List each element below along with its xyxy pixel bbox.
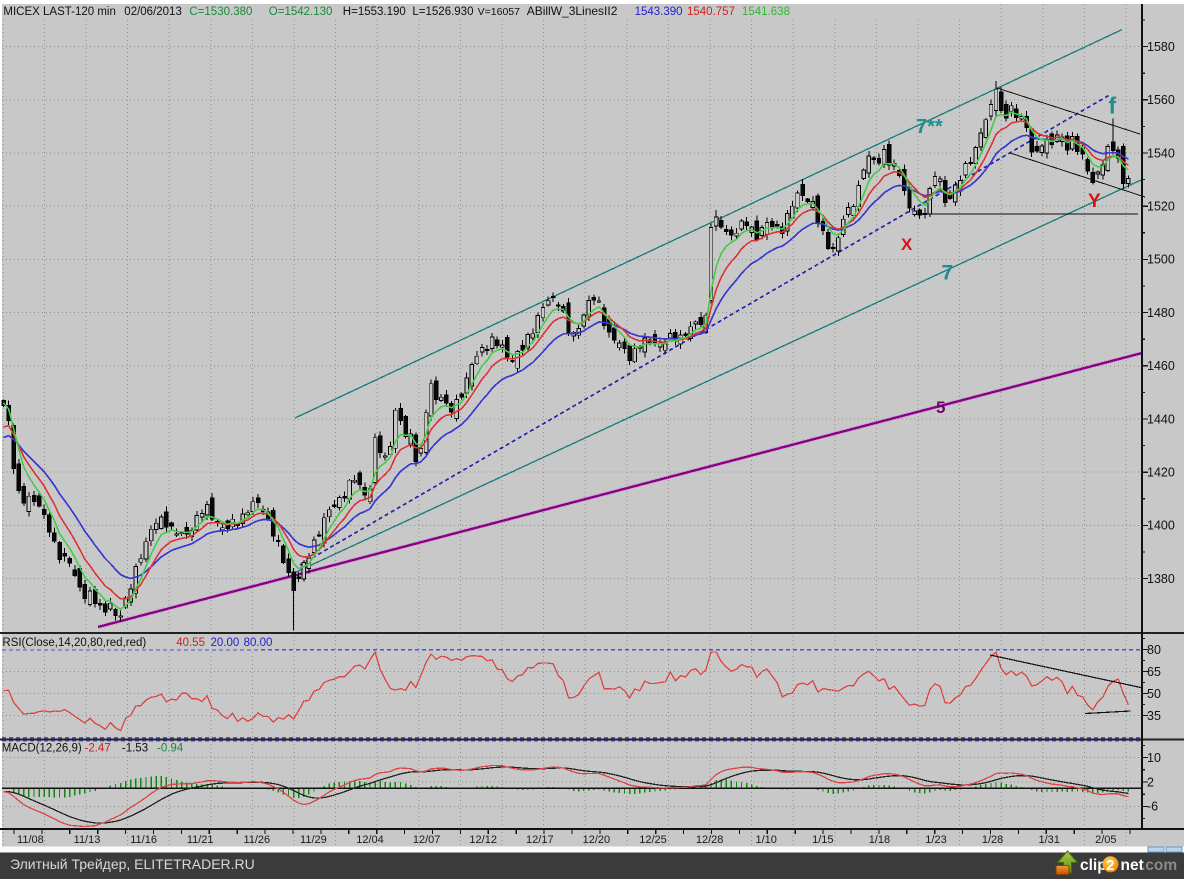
- svg-text:65: 65: [1147, 665, 1161, 679]
- svg-text:MACD(12,26,9): MACD(12,26,9): [2, 743, 82, 755]
- svg-text:-2.47: -2.47: [85, 743, 111, 755]
- svg-text:-0.94: -0.94: [157, 743, 184, 755]
- svg-text:V=16057: V=16057: [478, 6, 520, 18]
- svg-text:11/26: 11/26: [243, 834, 270, 846]
- svg-text:1/15: 1/15: [812, 834, 833, 846]
- svg-text:1543.390: 1543.390: [635, 6, 683, 18]
- svg-text:MICEX LAST-120 min: MICEX LAST-120 min: [3, 6, 115, 18]
- svg-text:f: f: [1109, 93, 1117, 119]
- svg-text:C=1530.380: C=1530.380: [189, 6, 252, 18]
- svg-text:2/05: 2/05: [1095, 834, 1116, 846]
- svg-text:ABillW_3LinesII2: ABillW_3LinesII2: [527, 4, 618, 18]
- svg-text:H=1553.190: H=1553.190: [343, 6, 406, 18]
- svg-text:Y: Y: [1088, 191, 1101, 212]
- svg-text:1/18: 1/18: [869, 834, 890, 846]
- svg-text:12/07: 12/07: [413, 834, 441, 846]
- svg-text:1540: 1540: [1147, 146, 1175, 160]
- svg-text:12/17: 12/17: [526, 834, 554, 846]
- svg-text:12/04: 12/04: [356, 834, 384, 846]
- svg-text:1/10: 1/10: [755, 834, 776, 846]
- svg-text:1420: 1420: [1147, 466, 1175, 480]
- svg-text:2: 2: [1106, 857, 1114, 874]
- svg-text:11/08: 11/08: [17, 834, 44, 846]
- svg-text:O=1542.130: O=1542.130: [269, 6, 333, 18]
- svg-text:40.55: 40.55: [176, 637, 205, 649]
- svg-text:1/31: 1/31: [1038, 834, 1059, 846]
- svg-text:50: 50: [1147, 687, 1161, 701]
- svg-text:RSI(Close,14,20,80,red,red): RSI(Close,14,20,80,red,red): [2, 637, 146, 649]
- svg-text:1580: 1580: [1147, 40, 1175, 54]
- svg-text:11/21: 11/21: [187, 834, 214, 846]
- svg-text:80: 80: [1147, 643, 1161, 657]
- svg-text:1440: 1440: [1147, 412, 1175, 426]
- svg-text:1/28: 1/28: [982, 834, 1003, 846]
- svg-text:X: X: [901, 235, 913, 254]
- svg-text:7**: 7**: [916, 116, 943, 138]
- svg-text:5: 5: [936, 398, 945, 417]
- svg-text:1541.638: 1541.638: [742, 6, 790, 18]
- svg-text:80.00: 80.00: [244, 637, 273, 649]
- svg-text:12/20: 12/20: [583, 834, 611, 846]
- svg-text:1/23: 1/23: [925, 834, 946, 846]
- svg-text:11/16: 11/16: [130, 834, 157, 846]
- svg-text:1460: 1460: [1147, 359, 1175, 373]
- svg-text:1540.757: 1540.757: [687, 6, 735, 18]
- svg-text:12/25: 12/25: [639, 834, 667, 846]
- svg-text:11/13: 11/13: [74, 834, 101, 846]
- svg-text:-1.53: -1.53: [122, 743, 148, 755]
- svg-text:02/06/2013: 02/06/2013: [124, 6, 182, 18]
- svg-text:1380: 1380: [1147, 572, 1175, 586]
- svg-text:35: 35: [1147, 709, 1161, 723]
- svg-text:net: net: [1121, 857, 1144, 874]
- svg-text:L=1526.930: L=1526.930: [412, 6, 473, 18]
- svg-text:12/12: 12/12: [469, 834, 497, 846]
- svg-text:7: 7: [942, 262, 954, 285]
- svg-text:-6: -6: [1147, 800, 1158, 814]
- svg-text:1400: 1400: [1147, 519, 1175, 533]
- svg-text:1520: 1520: [1147, 200, 1175, 214]
- svg-text:1480: 1480: [1147, 306, 1175, 320]
- svg-text:1500: 1500: [1147, 253, 1175, 267]
- svg-text:.com: .com: [1141, 857, 1177, 874]
- svg-text:10: 10: [1147, 751, 1161, 765]
- svg-text:2: 2: [1147, 775, 1154, 789]
- svg-text:clip: clip: [1080, 857, 1107, 874]
- svg-text:12/28: 12/28: [696, 834, 724, 846]
- svg-text:20.00: 20.00: [211, 637, 240, 649]
- svg-text:11/29: 11/29: [300, 834, 327, 846]
- svg-text:1560: 1560: [1147, 93, 1175, 107]
- svg-text:Элитный Трейдер, ELITETRADER.R: Элитный Трейдер, ELITETRADER.RU: [10, 856, 255, 872]
